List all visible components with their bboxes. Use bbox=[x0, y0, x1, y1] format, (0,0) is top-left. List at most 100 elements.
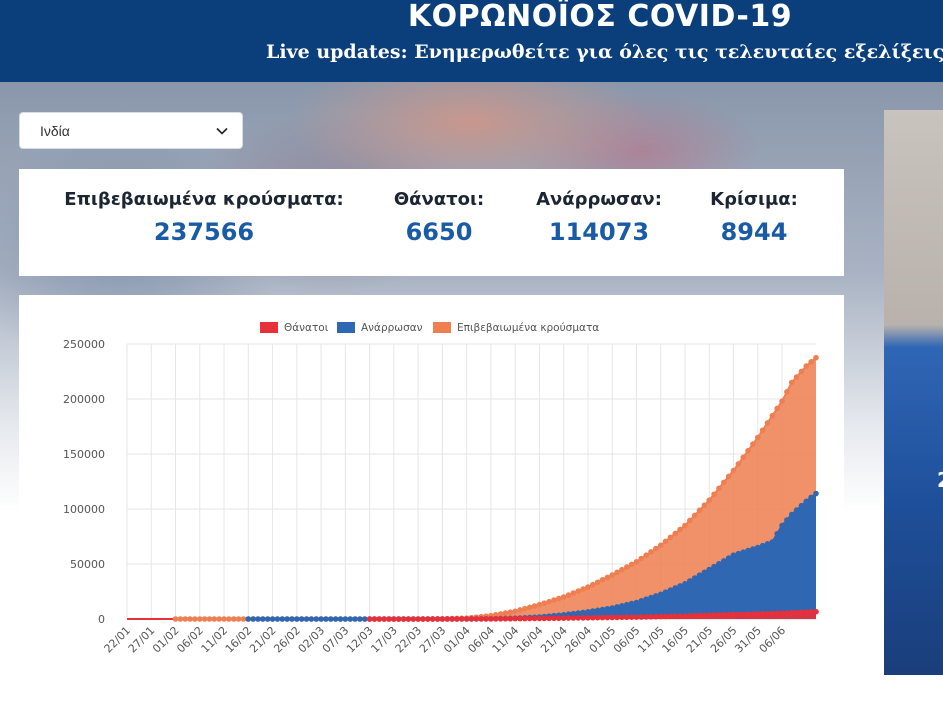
data-point-deaths bbox=[556, 615, 562, 622]
data-point-confirmed bbox=[653, 545, 659, 552]
data-point-recovered bbox=[638, 598, 645, 604]
data-point-deaths bbox=[667, 613, 674, 620]
data-point-recovered bbox=[677, 583, 683, 589]
country-select[interactable]: Ινδία bbox=[19, 112, 243, 149]
data-point-deaths bbox=[468, 616, 475, 622]
data-point-confirmed bbox=[546, 598, 552, 605]
side-banner[interactable]: 2 bbox=[884, 110, 943, 675]
data-point-deaths bbox=[478, 616, 485, 622]
data-point-deaths bbox=[376, 616, 383, 622]
data-point-deaths bbox=[662, 613, 669, 620]
data-point-recovered bbox=[279, 616, 286, 622]
data-point-recovered bbox=[269, 616, 276, 622]
data-point-deaths bbox=[711, 612, 717, 618]
y-tick-label: 250000 bbox=[63, 338, 105, 351]
x-tick-label: 01/05 bbox=[587, 624, 619, 656]
y-tick-label: 150000 bbox=[63, 448, 105, 461]
data-point-confirmed bbox=[784, 389, 790, 395]
data-point-recovered bbox=[303, 616, 310, 622]
data-point-confirmed bbox=[580, 586, 586, 592]
data-point-recovered bbox=[696, 572, 703, 579]
data-point-recovered bbox=[672, 585, 679, 591]
data-point-recovered bbox=[570, 610, 577, 617]
x-tick-label: 12/03 bbox=[344, 624, 376, 656]
data-point-confirmed bbox=[619, 566, 625, 573]
data-point-deaths bbox=[590, 614, 596, 621]
data-point-deaths bbox=[517, 615, 523, 622]
data-point-confirmed bbox=[230, 616, 237, 622]
data-point-recovered bbox=[784, 517, 790, 523]
data-point-deaths bbox=[371, 616, 378, 622]
x-tick-label: 06/02 bbox=[174, 624, 206, 656]
data-point-recovered bbox=[609, 605, 616, 611]
x-tick-label: 11/05 bbox=[635, 624, 667, 656]
x-tick-label: 22/03 bbox=[393, 624, 425, 656]
data-point-recovered bbox=[352, 616, 358, 622]
data-point-recovered bbox=[667, 587, 674, 593]
data-point-deaths bbox=[784, 610, 790, 616]
data-point-recovered bbox=[759, 542, 766, 549]
data-point-recovered bbox=[308, 616, 315, 622]
data-point-deaths bbox=[551, 615, 557, 622]
data-point-recovered bbox=[701, 569, 708, 576]
data-point-recovered bbox=[594, 607, 601, 614]
data-point-deaths bbox=[405, 616, 412, 622]
data-point-deaths bbox=[512, 615, 518, 622]
data-point-deaths bbox=[599, 614, 606, 621]
data-point-deaths bbox=[638, 614, 645, 620]
stat-deaths-value: 6650 bbox=[405, 218, 473, 246]
y-tick-label: 50000 bbox=[70, 558, 105, 571]
y-tick-label: 200000 bbox=[63, 393, 105, 406]
stats-panel: Επιβεβαιωμένα κρούσματα: 237566 Θάνατοι:… bbox=[19, 169, 844, 276]
data-point-deaths bbox=[497, 616, 504, 622]
data-point-deaths bbox=[730, 611, 737, 618]
x-tick-label: 01/04 bbox=[441, 624, 473, 656]
data-point-confirmed bbox=[599, 577, 606, 583]
data-point-confirmed bbox=[517, 607, 523, 613]
data-point-confirmed bbox=[735, 461, 742, 467]
data-point-deaths bbox=[565, 615, 572, 621]
data-point-confirmed bbox=[769, 412, 776, 419]
x-tick-label: 27/03 bbox=[417, 624, 449, 656]
data-point-recovered bbox=[691, 575, 698, 581]
series-area-recovered bbox=[127, 493, 816, 619]
y-tick-label: 0 bbox=[98, 613, 105, 626]
data-point-recovered bbox=[662, 589, 669, 595]
legend-swatch-deaths bbox=[260, 322, 278, 333]
data-point-confirmed bbox=[560, 594, 567, 600]
x-tick-label: 16/05 bbox=[660, 624, 692, 656]
data-point-deaths bbox=[619, 614, 625, 621]
data-point-deaths bbox=[575, 615, 582, 621]
x-tick-label: 11/02 bbox=[199, 624, 231, 656]
data-point-confirmed bbox=[808, 359, 814, 365]
data-point-deaths bbox=[381, 616, 387, 622]
data-point-deaths bbox=[648, 614, 654, 620]
data-point-deaths bbox=[764, 610, 771, 617]
data-point-deaths bbox=[522, 615, 528, 622]
data-point-recovered bbox=[682, 581, 688, 587]
data-point-deaths bbox=[779, 610, 785, 617]
stat-deaths: Θάνατοι: 6650 bbox=[384, 187, 494, 249]
data-point-recovered bbox=[361, 616, 368, 622]
x-tick-label: 16/04 bbox=[514, 624, 546, 656]
data-point-recovered bbox=[657, 591, 664, 598]
data-point-deaths bbox=[798, 609, 805, 616]
data-point-deaths bbox=[594, 614, 601, 621]
data-point-confirmed bbox=[706, 497, 713, 503]
x-tick-label: 06/05 bbox=[611, 624, 643, 656]
data-point-deaths bbox=[740, 611, 747, 618]
data-point-confirmed bbox=[492, 612, 499, 618]
data-point-confirmed bbox=[570, 590, 577, 596]
data-point-confirmed bbox=[187, 616, 193, 622]
data-point-recovered bbox=[357, 616, 363, 622]
page-title: ΚΟΡΩΝΟΪΟΣ COVID-19 bbox=[407, 0, 793, 34]
data-point-confirmed bbox=[750, 441, 756, 447]
data-point-confirmed bbox=[725, 473, 732, 480]
data-point-confirmed bbox=[594, 579, 601, 586]
data-point-recovered bbox=[337, 616, 344, 622]
data-point-recovered bbox=[653, 593, 659, 599]
data-point-recovered bbox=[813, 490, 819, 497]
data-point-confirmed bbox=[502, 610, 509, 616]
data-point-deaths bbox=[434, 616, 441, 622]
data-point-recovered bbox=[294, 616, 300, 622]
